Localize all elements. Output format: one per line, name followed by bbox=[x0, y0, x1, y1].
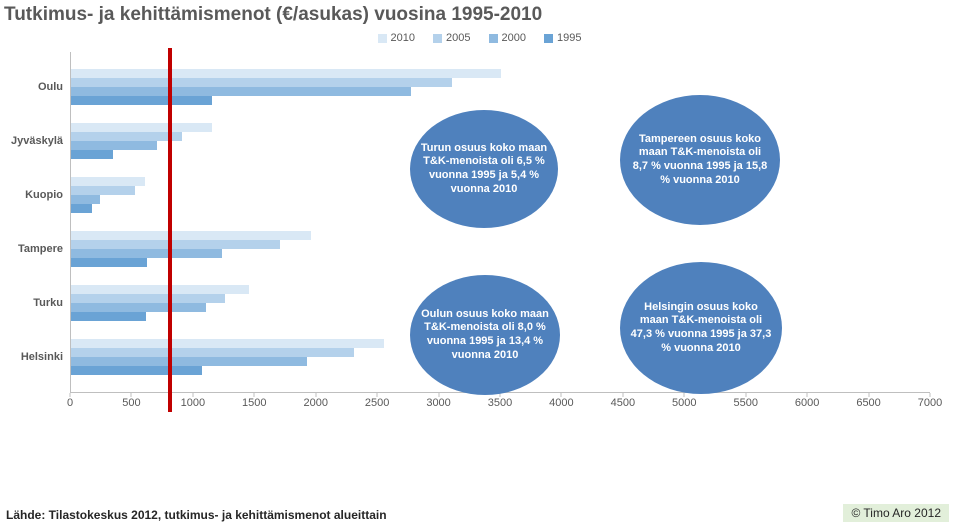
bar bbox=[71, 366, 202, 375]
bar bbox=[71, 231, 311, 240]
bar bbox=[71, 195, 100, 204]
category-label: Oulu bbox=[38, 81, 63, 93]
category-label: Kuopio bbox=[25, 189, 63, 201]
category-label: Tampere bbox=[18, 243, 63, 255]
bar bbox=[71, 240, 280, 249]
x-tick-label: 2500 bbox=[365, 397, 389, 409]
category-label: Jyväskylä bbox=[11, 135, 63, 147]
chart-title: Tutkimus- ja kehittämismenot (€/asukas) … bbox=[0, 0, 959, 26]
category-label: Turku bbox=[33, 297, 63, 309]
bar bbox=[71, 141, 157, 150]
x-axis: 0 500 1000 1500 2000 2500 3000 3500 4000 4500 5000… bbox=[70, 392, 930, 416]
callout-bubble: Helsingin osuus koko maan T&K-menoista o… bbox=[620, 262, 782, 394]
bar bbox=[71, 186, 135, 195]
legend-label: 2010 bbox=[391, 32, 415, 44]
bar bbox=[71, 294, 225, 303]
x-tick-label: 5000 bbox=[672, 397, 696, 409]
y-axis-labels: Oulu Jyväskylä Kuopio Tampere Turku Helsinki bbox=[3, 52, 67, 392]
x-tick-label: 0 bbox=[67, 397, 73, 409]
bar bbox=[71, 69, 501, 78]
legend-swatch bbox=[544, 34, 553, 43]
bar bbox=[71, 96, 212, 105]
legend-label: 2000 bbox=[502, 32, 526, 44]
x-tick-label: 5500 bbox=[733, 397, 757, 409]
legend-item: 1995 bbox=[544, 32, 581, 44]
source-footer: Lähde: Tilastokeskus 2012, tutkimus- ja … bbox=[6, 508, 387, 522]
legend-swatch bbox=[378, 34, 387, 43]
bar bbox=[71, 285, 249, 294]
reference-line bbox=[168, 48, 172, 412]
legend-item: 2010 bbox=[378, 32, 415, 44]
callout-bubble: Tampereen osuus koko maan T&K-menoista o… bbox=[620, 95, 780, 225]
bar bbox=[71, 357, 307, 366]
bar bbox=[71, 78, 452, 87]
callout-bubble: Oulun osuus koko maan T&K-menoista oli 8… bbox=[410, 275, 560, 395]
x-tick-label: 1000 bbox=[181, 397, 205, 409]
x-tick-label: 6000 bbox=[795, 397, 819, 409]
x-tick-label: 7000 bbox=[918, 397, 942, 409]
legend-label: 1995 bbox=[557, 32, 581, 44]
x-tick-label: 4000 bbox=[549, 397, 573, 409]
bar bbox=[71, 87, 411, 96]
copyright: © Timo Aro 2012 bbox=[843, 504, 949, 522]
bar bbox=[71, 258, 147, 267]
legend-item: 2005 bbox=[433, 32, 470, 44]
bar bbox=[71, 132, 182, 141]
x-tick-label: 500 bbox=[122, 397, 140, 409]
x-tick-label: 1500 bbox=[242, 397, 266, 409]
x-tick-label: 6500 bbox=[856, 397, 880, 409]
bar bbox=[71, 123, 212, 132]
legend-swatch bbox=[489, 34, 498, 43]
bar bbox=[71, 312, 146, 321]
category-label: Helsinki bbox=[21, 351, 63, 363]
bar bbox=[71, 249, 222, 258]
x-tick-label: 4500 bbox=[611, 397, 635, 409]
bar bbox=[71, 204, 92, 213]
x-tick-label: 3500 bbox=[488, 397, 512, 409]
legend-swatch bbox=[433, 34, 442, 43]
legend: 2010 2005 2000 1995 bbox=[0, 32, 959, 44]
x-tick-label: 2000 bbox=[303, 397, 327, 409]
legend-label: 2005 bbox=[446, 32, 470, 44]
bar bbox=[71, 339, 384, 348]
bar bbox=[71, 348, 354, 357]
callout-bubble: Turun osuus koko maan T&K-menoista oli 6… bbox=[410, 110, 558, 228]
bar bbox=[71, 177, 145, 186]
x-tick-label: 3000 bbox=[426, 397, 450, 409]
bar bbox=[71, 303, 206, 312]
bar bbox=[71, 150, 113, 159]
legend-item: 2000 bbox=[489, 32, 526, 44]
